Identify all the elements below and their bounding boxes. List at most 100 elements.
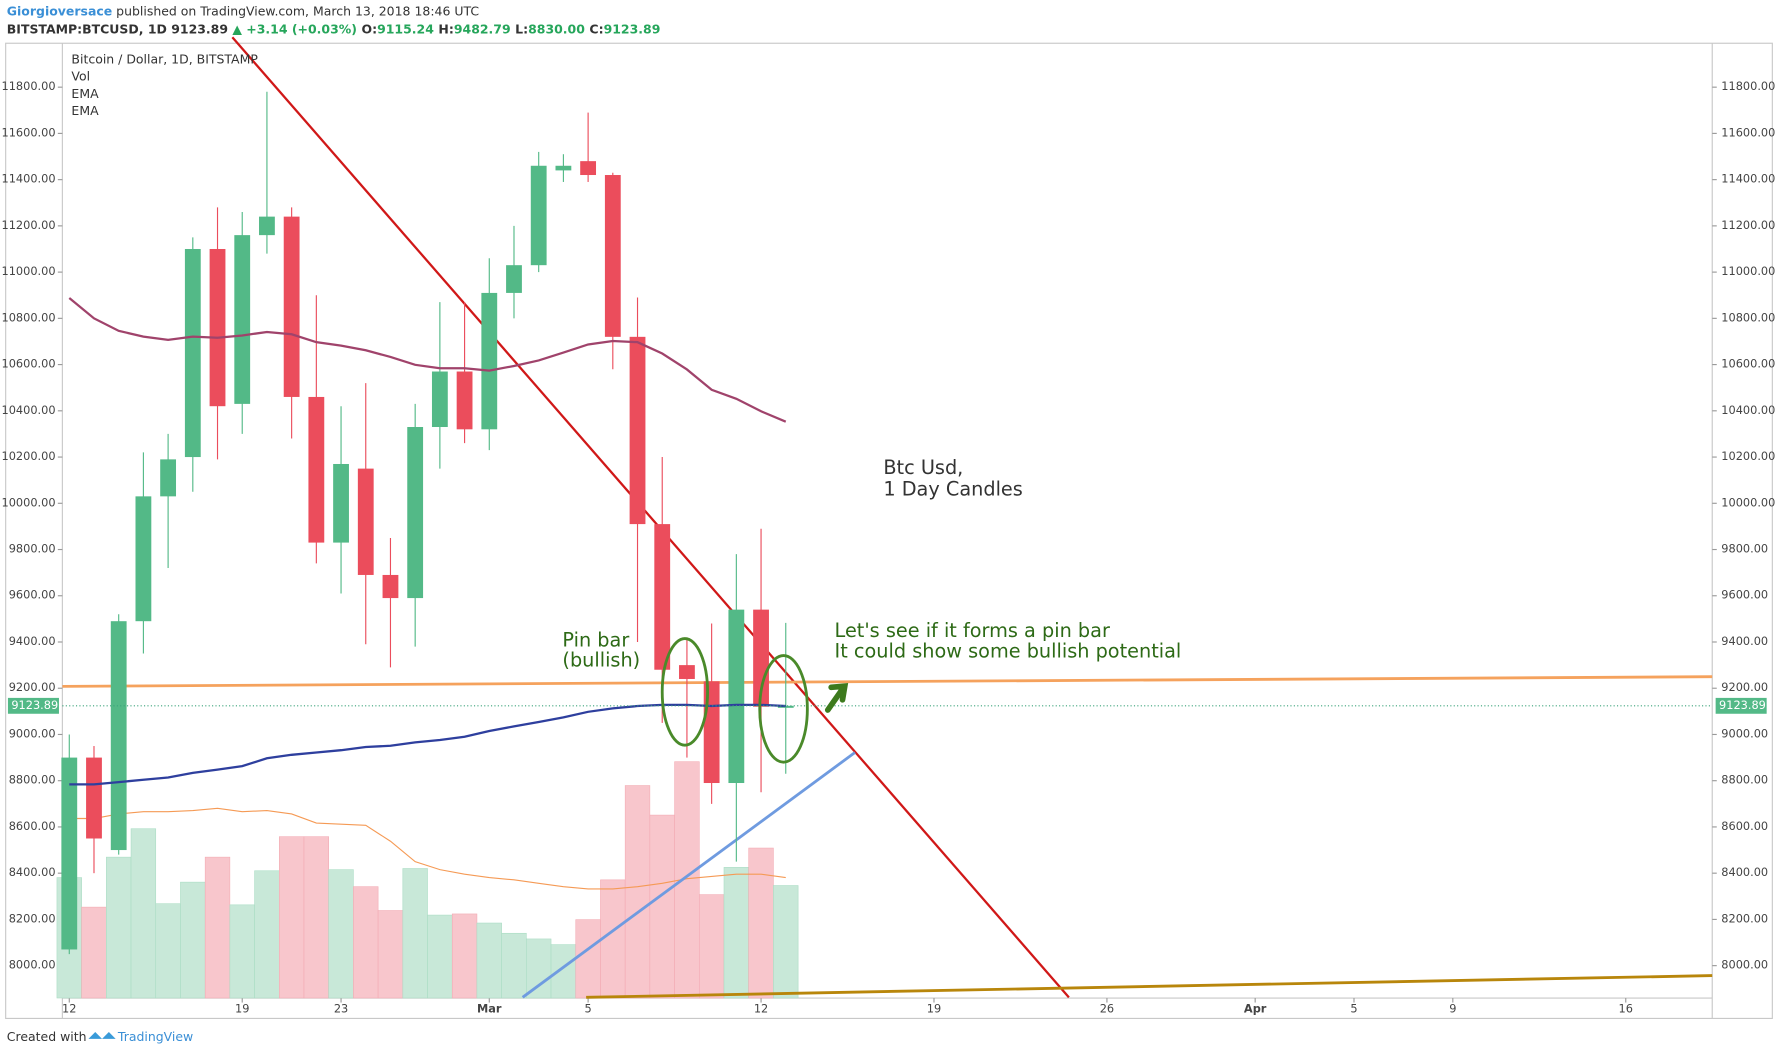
candle-body [604, 175, 621, 337]
candle-body [61, 757, 78, 950]
candle-body [357, 468, 374, 575]
candle-body [555, 165, 572, 171]
candle-body [777, 705, 794, 708]
y-tick-label: 9800.00 [1721, 542, 1768, 556]
x-tick-label: 19 [927, 1001, 941, 1015]
y-tick-label: 9400.00 [9, 634, 56, 648]
x-tick-label: 16 [1619, 1001, 1633, 1015]
volume-bar [254, 870, 280, 999]
y-tick-label: 8000.00 [1721, 958, 1768, 972]
x-tick-label: 12 [754, 1001, 768, 1015]
y-tick-label: 10000.00 [2, 495, 56, 509]
candle-body [160, 459, 177, 497]
change: ▲ +3.14 (+0.03%) [232, 21, 357, 36]
candle-body [530, 165, 547, 266]
y-tick-label: 11000.00 [1721, 264, 1775, 278]
ohlc-label: L: [515, 21, 528, 36]
volume-bar [155, 903, 181, 999]
y-tick-label: 10800.00 [1721, 310, 1775, 324]
legend-symbol: Bitcoin / Dollar, 1D, BITSTAMP [71, 52, 258, 67]
volume-bar [402, 868, 428, 999]
last-price-tag [1715, 697, 1767, 714]
candle-body [753, 609, 769, 707]
arrow [824, 683, 849, 713]
published: published on TradingView.com, March 13, … [116, 3, 479, 18]
ohlc-label: H: [438, 21, 453, 36]
y-tick-label: 8600.00 [1721, 819, 1768, 833]
ema-line [69, 703, 786, 786]
ohlc-value: 9123.89 [604, 21, 661, 36]
y-tick-label: 10200.00 [1721, 449, 1775, 463]
volume-bar [476, 922, 502, 999]
volume-bar [328, 869, 354, 999]
y-tick-label: 10200.00 [2, 449, 56, 463]
footer-created: Created with [7, 1029, 87, 1044]
x-tick-label: Apr [1244, 1001, 1267, 1015]
y-tick-label: 11400.00 [1721, 172, 1775, 186]
last-price-label: 9123.89 [1719, 698, 1766, 712]
y-tick-label: 10000.00 [1721, 495, 1775, 509]
y-tick-label: 11400.00 [2, 172, 56, 186]
volume-bar [377, 910, 404, 999]
y-tick-label: 8200.00 [9, 911, 56, 925]
volume-bar [204, 856, 231, 999]
ohlc-value: 9482.79 [454, 21, 511, 36]
candle-body [209, 248, 226, 407]
x-tick-label: 5 [1350, 1001, 1357, 1015]
volume-bar [575, 919, 601, 999]
candle-body [259, 216, 275, 236]
symbol-line: BITSTAMP:BTCUSD, 1D 9123.89 ▲ +3.14 (+0.… [7, 21, 661, 36]
candle-body [506, 265, 522, 293]
note-comment: Let's see if it forms a pin bar [835, 619, 1110, 642]
note-title: 1 Day Candles [883, 478, 1023, 501]
y-tick-label: 11000.00 [2, 264, 56, 278]
x-tick-label: 5 [585, 1001, 592, 1015]
volume-bar [550, 944, 577, 999]
y-tick-label: 8800.00 [9, 773, 56, 787]
volume-bar [526, 938, 552, 999]
y-tick-label: 11800.00 [1721, 79, 1775, 93]
legend-vol: Vol [71, 69, 90, 84]
y-tick-label: 8400.00 [1721, 865, 1768, 879]
y-tick-label: 9800.00 [9, 542, 56, 556]
y-tick-label: 9400.00 [1721, 634, 1768, 648]
y-tick-label: 9200.00 [9, 680, 56, 694]
y-tick-label: 9000.00 [1721, 726, 1768, 740]
y-tick-label: 9000.00 [9, 726, 56, 740]
footer-brand[interactable]: TradingView [117, 1029, 193, 1044]
volume-bar [427, 914, 453, 999]
volume-bar [81, 906, 107, 999]
candle-body [110, 621, 127, 851]
y-tick-label: 11800.00 [2, 79, 56, 93]
header-line: Giorgioversace published on TradingView.… [7, 3, 480, 18]
trendline [586, 974, 1713, 999]
candle-body [333, 463, 349, 543]
volume-bar [451, 913, 478, 999]
circle-annotation [758, 654, 809, 764]
y-tick-label: 8400.00 [9, 865, 56, 879]
candle-body [629, 336, 646, 525]
circle-annotation [660, 637, 709, 747]
x-tick-label: 12 [62, 1001, 76, 1015]
x-tick-label: Mar [477, 1001, 502, 1015]
last-price-tag [7, 697, 59, 714]
candle-body [456, 371, 473, 430]
y-tick-label: 10600.00 [2, 357, 56, 371]
y-tick-label: 9200.00 [1721, 680, 1768, 694]
y-tick-label: 10800.00 [2, 310, 56, 324]
x-tick-label: 26 [1100, 1001, 1114, 1015]
author[interactable]: Giorgioversace [7, 3, 112, 18]
volume-bar [229, 904, 255, 999]
plot: 8000.00 8000.00 8200.00 8200.00 8400.00 8400.… [2, 36, 1775, 1015]
frame [5, 42, 1773, 1019]
y-tick-label: 10600.00 [1721, 357, 1775, 371]
ohlc-label: C: [589, 21, 603, 36]
ohlc-value: 8830.00 [528, 21, 585, 36]
volume-bar [748, 847, 774, 999]
note-pin: (bullish) [562, 649, 640, 672]
volume-bar [353, 886, 379, 999]
y-tick-label: 8000.00 [9, 958, 56, 972]
candle-body [580, 161, 597, 176]
candle-body [679, 665, 695, 679]
note-comment: It could show some bullish potential [835, 640, 1182, 663]
